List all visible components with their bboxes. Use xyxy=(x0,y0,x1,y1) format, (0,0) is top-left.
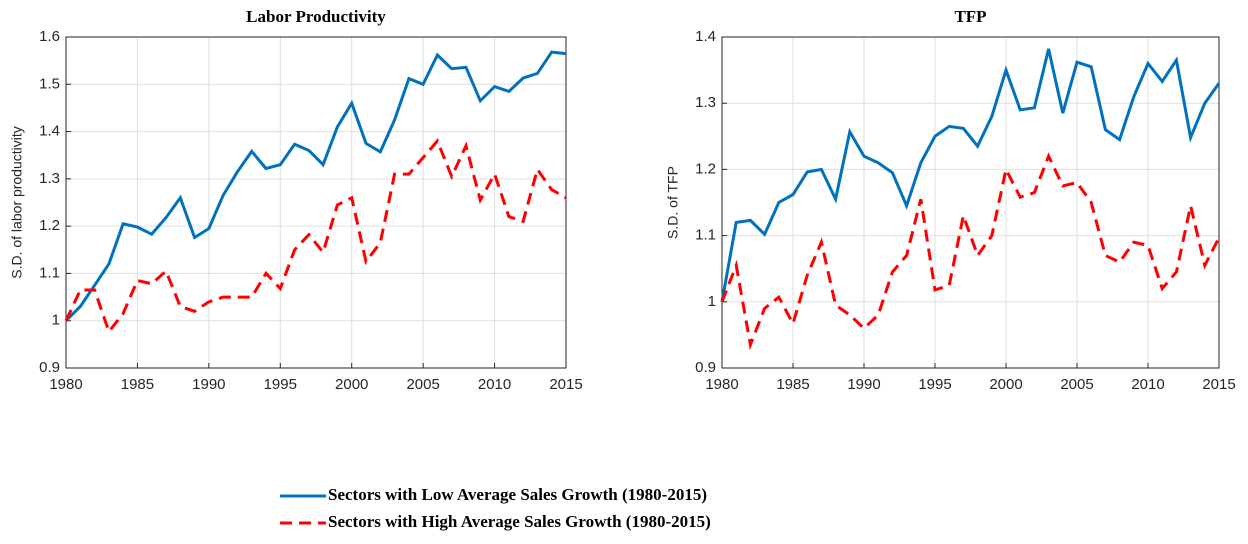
chart-title: Labor Productivity xyxy=(246,7,386,26)
series-line xyxy=(64,50,567,322)
legend-label: Sectors with High Average Sales Growth (… xyxy=(328,512,711,531)
series-line xyxy=(720,152,1221,351)
y-tick-label: 1.2 xyxy=(695,160,716,177)
y-tick-label: 1.1 xyxy=(39,264,60,281)
x-tick-label: 2000 xyxy=(335,376,368,393)
y-tick-label: 1.1 xyxy=(695,227,716,244)
x-tick-label: 2015 xyxy=(549,376,582,393)
x-tick-label: 2005 xyxy=(406,376,439,393)
y-tick-label: 0.9 xyxy=(39,359,60,376)
x-tick-label: 1980 xyxy=(705,376,738,393)
y-tick-label: 1 xyxy=(52,312,60,329)
x-tick-label: 2005 xyxy=(1060,376,1093,393)
plot-area xyxy=(66,37,566,368)
y-axis-label: S.D. of TFP xyxy=(665,166,681,239)
y-axis-label: S.D. of labor productivity xyxy=(9,126,25,279)
y-tick-label: 1.4 xyxy=(39,123,60,140)
x-tick-label: 1980 xyxy=(49,376,82,393)
series-line xyxy=(64,138,567,335)
x-tick-label: 1985 xyxy=(121,376,154,393)
x-tick-label: 1990 xyxy=(847,376,880,393)
y-tick-label: 1.4 xyxy=(695,28,716,45)
legend-label: Sectors with Low Average Sales Growth (1… xyxy=(328,485,707,504)
y-tick-label: 1.3 xyxy=(39,170,60,187)
y-tick-label: 1.3 xyxy=(695,94,716,111)
chart-title: TFP xyxy=(954,7,986,26)
x-tick-label: 2015 xyxy=(1202,376,1235,393)
x-tick-label: 2000 xyxy=(989,376,1022,393)
x-tick-label: 1990 xyxy=(192,376,225,393)
y-tick-label: 1.5 xyxy=(39,75,60,92)
y-tick-label: 1.6 xyxy=(39,28,60,45)
x-tick-label: 1985 xyxy=(776,376,809,393)
x-tick-label: 1995 xyxy=(264,376,297,393)
x-tick-label: 1995 xyxy=(918,376,951,393)
y-tick-label: 1.2 xyxy=(39,217,60,234)
axes-box xyxy=(65,36,567,369)
x-tick-label: 2010 xyxy=(478,376,511,393)
y-tick-label: 1 xyxy=(708,293,716,310)
y-tick-label: 0.9 xyxy=(695,359,716,376)
axes-box xyxy=(721,36,1220,369)
x-tick-label: 2010 xyxy=(1131,376,1164,393)
series-line xyxy=(720,48,1221,303)
plot-area xyxy=(722,37,1219,368)
